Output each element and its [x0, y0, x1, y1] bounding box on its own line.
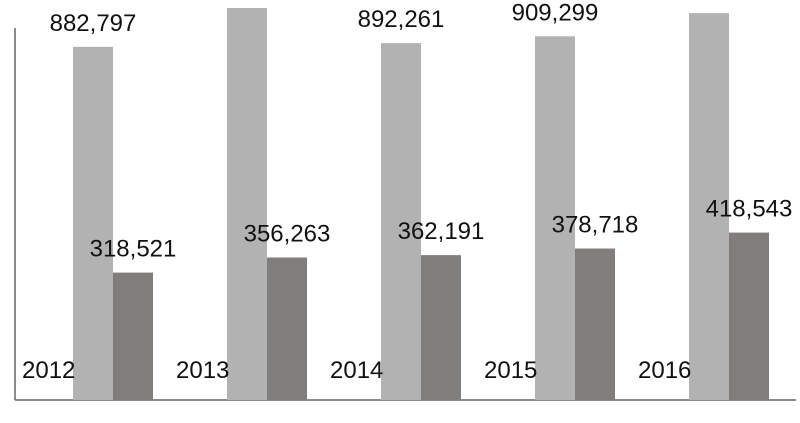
bars-group	[73, 7, 769, 401]
category-label-2014: 2014	[330, 357, 383, 384]
bar-s2-2013	[267, 257, 307, 400]
value-label-s2-2015: 378,718	[552, 212, 639, 239]
bar-s2-2015	[575, 248, 615, 400]
category-label-2015: 2015	[484, 357, 537, 384]
category-label-2013: 2013	[176, 357, 229, 384]
value-label-s2-2016: 418,543	[706, 196, 793, 223]
labels-group: 882,797318,5212012980,025356,2632013892,…	[22, 0, 792, 384]
value-label-s2-2012: 318,521	[90, 236, 177, 263]
category-label-2016: 2016	[638, 357, 691, 384]
value-label-s2-2013: 356,263	[244, 220, 331, 247]
value-label-s1-2015: 909,299	[512, 0, 599, 26]
bar-s2-2014	[421, 255, 461, 400]
bar-s1-2013	[227, 7, 267, 401]
value-label-s1-2012: 882,797	[50, 10, 137, 37]
value-label-s1-2014: 892,261	[358, 6, 445, 33]
bar-s1-2016	[689, 13, 729, 401]
bar-s1-2015	[535, 36, 575, 401]
value-label-s2-2014: 362,191	[398, 218, 485, 245]
bar-s2-2016	[729, 232, 769, 400]
bar-s2-2012	[113, 272, 153, 400]
value-label-s1-2016: 967,237	[666, 0, 753, 3]
bar-s1-2012	[73, 46, 113, 401]
bar-s1-2014	[381, 43, 421, 400]
category-label-2012: 2012	[22, 357, 75, 384]
